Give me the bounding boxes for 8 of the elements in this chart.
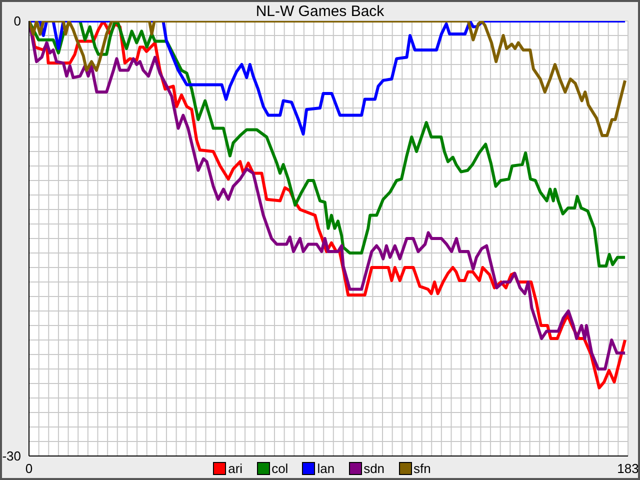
- legend-label: sfn: [414, 461, 431, 476]
- legend-label: col: [272, 461, 288, 476]
- y-tick-label: -30: [2, 448, 21, 464]
- x-tick-label: 183: [617, 461, 639, 476]
- legend-label: sdn: [364, 461, 385, 476]
- legend-label: lan: [317, 461, 335, 476]
- legend-label: ari: [228, 461, 243, 476]
- chart-title: NL-W Games Back: [256, 3, 384, 20]
